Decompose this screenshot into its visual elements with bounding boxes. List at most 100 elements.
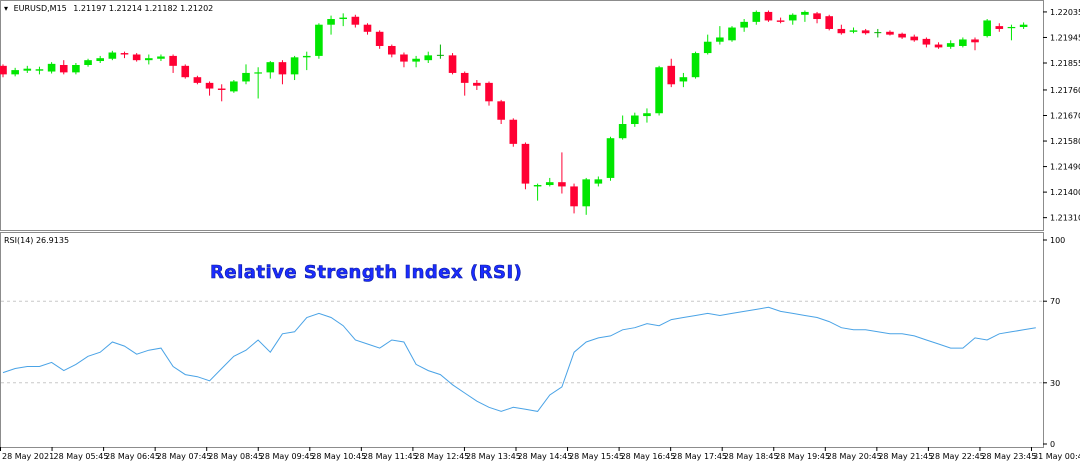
candle-body (145, 58, 153, 61)
candle-body (47, 63, 56, 72)
x-tick-label: 28 May 06:45 (105, 452, 160, 461)
candle-body (703, 41, 712, 54)
candle-body (849, 30, 858, 32)
candle-body (801, 11, 809, 15)
candle-body (618, 124, 627, 139)
candle-body (35, 69, 44, 71)
candle-body (254, 72, 262, 74)
rsi-header: RSI(14) 26.9135 (4, 236, 69, 245)
candle-body (679, 77, 688, 82)
candle-body (169, 55, 177, 66)
rsi-annotation: Relative Strength Index (RSI) (210, 262, 522, 283)
candle-body (266, 62, 275, 73)
candle-body (861, 30, 870, 34)
candle-body (11, 70, 19, 75)
candle-body (631, 115, 639, 125)
x-tick-label: 28 May 10:45 (311, 452, 366, 461)
dropdown-arrow-icon[interactable]: ▾ (4, 4, 8, 13)
candle-body (23, 68, 32, 71)
symbol-header: ▾ EURUSD,M15 1.21197 1.21214 1.21182 1.2… (4, 4, 213, 13)
candle-body (959, 39, 967, 46)
candle-body (898, 33, 906, 38)
candle-body (157, 56, 165, 59)
candle-body (363, 24, 372, 32)
x-tick-label: 28 May 2021 (2, 452, 54, 461)
rsi-y-tick-label: 0 (1050, 440, 1055, 449)
rsi-y-tick-label: 30 (1050, 379, 1060, 388)
candle-body (205, 82, 214, 89)
x-tick-label: 28 May 21:45 (878, 452, 933, 461)
candle-body (521, 143, 530, 184)
candle-body (120, 53, 129, 55)
candle-body (971, 39, 979, 43)
candle-body (728, 27, 736, 41)
candle-body (570, 186, 578, 207)
x-tick-label: 28 May 19:45 (775, 452, 830, 461)
candle-body (327, 19, 335, 25)
price-y-tick-label: 1.21670 (1050, 112, 1080, 121)
ohlc-label: 1.21197 1.21214 1.21182 1.21202 (73, 4, 213, 13)
symbol-label: EURUSD,M15 (14, 4, 67, 13)
x-tick-label: 28 May 16:45 (621, 452, 676, 461)
x-tick-label: 28 May 15:45 (569, 452, 624, 461)
candle-body (230, 81, 238, 92)
candle-body (776, 20, 785, 22)
candle-body (290, 57, 299, 75)
candle-body (108, 52, 117, 59)
candle-body (497, 101, 505, 120)
candle-body (84, 60, 92, 65)
candle-body (716, 37, 724, 42)
candle-body (825, 16, 833, 29)
candle-body (886, 31, 894, 35)
rsi-y-tick-label: 100 (1050, 236, 1065, 245)
candle-body (132, 54, 141, 61)
candle-body (922, 38, 931, 45)
rsi-series (2, 306, 1036, 412)
candle-body (533, 185, 542, 187)
candle-body (217, 88, 226, 90)
x-tick-label: 28 May 22:45 (930, 452, 985, 461)
price-panel-frame (0, 0, 1044, 231)
rsi-level-lines (1, 300, 1043, 384)
price-y-tick-label: 1.21490 (1050, 163, 1080, 172)
candle-body (995, 26, 1004, 29)
candle-body (460, 72, 469, 83)
candle-body (351, 16, 360, 25)
rsi-panel-frame (0, 232, 1044, 448)
candle-body (315, 24, 323, 56)
candle-body (181, 65, 190, 78)
candle-body (509, 119, 518, 144)
candle-body (1007, 26, 1016, 29)
x-tick-label: 28 May 11:45 (363, 452, 418, 461)
x-tick-label: 28 May 12:45 (414, 452, 469, 461)
candle-body (485, 82, 493, 102)
candle-body (72, 64, 80, 73)
candle-body (59, 64, 68, 73)
candle-body (752, 11, 761, 22)
candle-body (558, 182, 566, 187)
candle-body (388, 45, 396, 55)
candle-body (448, 55, 457, 73)
rsi-line (2, 306, 1036, 412)
x-tick-label: 31 May 00:45 (1033, 452, 1080, 461)
x-tick-label: 28 May 14:45 (518, 452, 573, 461)
x-tick-label: 28 May 17:45 (672, 452, 727, 461)
candle-body (946, 43, 955, 47)
candle-body (0, 65, 7, 75)
candle-body (813, 13, 821, 20)
candle-body (582, 179, 590, 207)
price-y-tick-label: 1.21580 (1050, 137, 1080, 146)
candle-series (0, 10, 1028, 215)
candle-body (278, 62, 287, 75)
candle-body (934, 44, 943, 48)
x-tick-label: 28 May 20:45 (827, 452, 882, 461)
candle-body (424, 55, 433, 61)
candle-body (983, 20, 991, 37)
rsi-y-tick-label: 70 (1050, 297, 1060, 306)
price-y-tick-label: 1.21400 (1050, 188, 1080, 197)
price-y-tick-label: 1.22035 (1050, 8, 1080, 17)
candle-body (655, 67, 663, 114)
price-y-tick-label: 1.21760 (1050, 86, 1080, 95)
candle-body (96, 58, 104, 62)
